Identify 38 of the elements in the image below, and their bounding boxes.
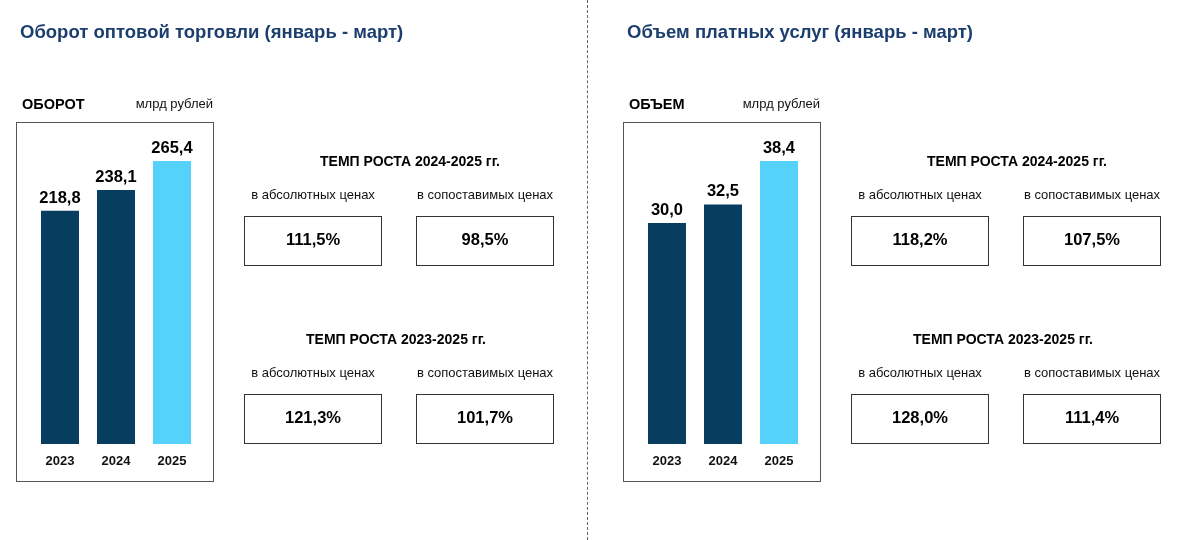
text: 128,0%	[892, 408, 948, 426]
data-label: 30,0	[650, 199, 684, 218]
x-tick-label: 2023	[45, 453, 75, 469]
chart-title: Оборот оптовой торговли (январь - март)	[20, 21, 404, 42]
text: ТЕМП РОСТА 2024-2025 гг.	[927, 153, 1107, 169]
text: ТЕМП РОСТА 2023-2025 гг.	[306, 331, 486, 347]
x-tick-label: 2025	[157, 453, 187, 469]
data-label: 218,8	[39, 187, 81, 206]
x-tick-label: 2024	[101, 453, 132, 469]
text: ТЕМП РОСТА 2023-2025 гг.	[913, 331, 1093, 347]
text: 107,5%	[1064, 230, 1120, 248]
chart-title: Объем платных услуг (январь - март)	[627, 21, 974, 42]
text: в сопоставимых ценах	[416, 187, 554, 202]
text: 111,5%	[285, 230, 341, 248]
text: в сопоставимых ценах	[416, 365, 554, 380]
chart-subtitle: ОБОРОТ	[22, 96, 85, 112]
text: ТЕМП РОСТА 2024-2025 гг.	[320, 153, 500, 169]
text: 121,3%	[285, 408, 341, 426]
text: в абсолютных ценах	[251, 365, 375, 380]
text: в абсолютных ценах	[858, 365, 982, 380]
x-tick-label: 2024	[708, 453, 739, 469]
text: в сопоставимых ценах	[1023, 365, 1161, 380]
text: 118,2%	[892, 230, 948, 248]
data-label: 238,1	[95, 167, 137, 186]
y-axis-title: млрд рублей	[135, 96, 213, 111]
x-tick-label: 2023	[652, 453, 682, 469]
text: в абсолютных ценах	[251, 187, 375, 202]
text: в абсолютных ценах	[858, 187, 982, 202]
text: в сопоставимых ценах	[1023, 187, 1161, 202]
x-tick-label: 2025	[764, 453, 794, 469]
data-label: 32,5	[706, 181, 740, 200]
text: 101,7%	[457, 408, 513, 426]
text: 98,5%	[461, 230, 509, 248]
chart-subtitle: ОБЪЕМ	[629, 96, 685, 112]
data-label: 38,4	[762, 138, 796, 156]
y-axis-title: млрд рублей	[742, 96, 820, 111]
data-label: 265,4	[151, 138, 194, 156]
text: 111,4%	[1064, 408, 1120, 426]
